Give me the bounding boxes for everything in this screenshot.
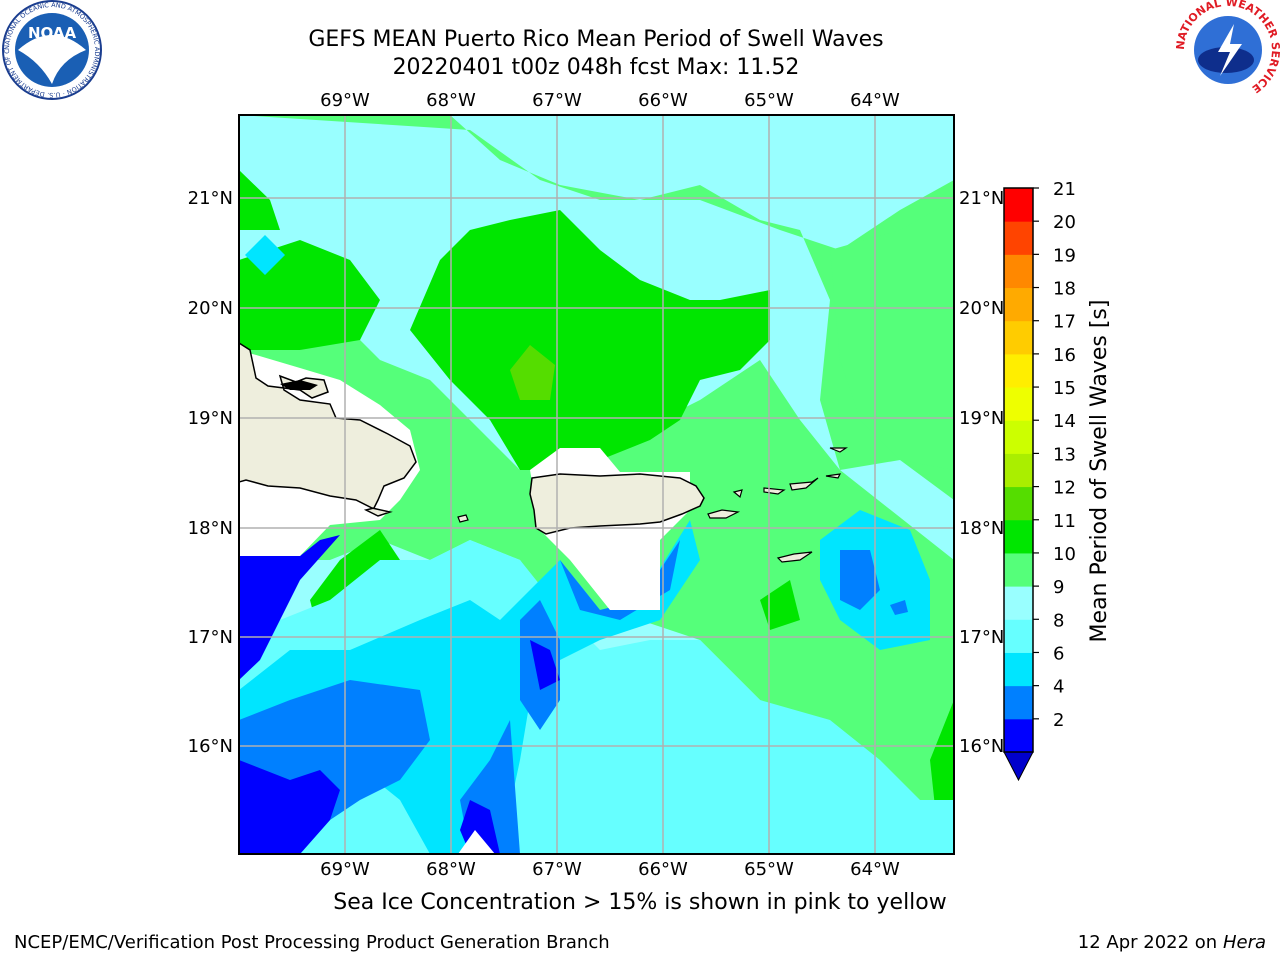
- masked-area-south: [458, 830, 495, 854]
- colorbar-swatch: [1004, 718, 1033, 753]
- lat-label: 18°N: [188, 518, 233, 539]
- lon-label: 68°W: [426, 859, 476, 880]
- colorbar-swatch: [1004, 188, 1033, 222]
- noaa-logo-text: NOAA: [28, 24, 77, 42]
- colorbar-tick-label: 21: [1053, 179, 1076, 200]
- land-vieques: [707, 509, 741, 519]
- lat-label: 17°N: [188, 627, 233, 648]
- footer-producer: NCEP/EMC/Verification Post Processing Pr…: [14, 932, 610, 953]
- lon-label: 68°W: [426, 90, 476, 111]
- colorbar-tick-label: 17: [1053, 312, 1076, 333]
- map-panel: [239, 115, 954, 854]
- colorbar-swatch: [1004, 453, 1033, 488]
- colorbar-tick-label: 14: [1053, 411, 1076, 432]
- swell-field-2-4-southwest: [239, 535, 500, 854]
- colorbar-extend-arrow: [1003, 751, 1034, 782]
- colorbar-swatch: [1004, 685, 1033, 720]
- map-subtitle: 20220401 t00z 048h fcst Max: 11.52: [392, 55, 800, 80]
- lat-labels-right: 21°N 20°N 19°N 18°N 17°N 16°N: [959, 188, 1004, 757]
- lon-label: 67°W: [532, 90, 582, 111]
- colorbar-swatch: [1004, 552, 1033, 587]
- colorbar-tick-label: 11: [1053, 511, 1076, 532]
- lat-label: 20°N: [188, 298, 233, 319]
- colorbar-frame: [1003, 187, 1034, 753]
- swell-field-10-11-core: [410, 210, 770, 470]
- lon-label: 64°W: [850, 90, 900, 111]
- colorbar-tick-label: 4: [1053, 677, 1064, 698]
- lon-label: 65°W: [744, 90, 794, 111]
- colorbar-swatch: [1004, 586, 1033, 620]
- colorbar-swatch: [1004, 486, 1033, 521]
- map-grid: [239, 115, 954, 854]
- colorbar-tick-label: 16: [1053, 345, 1076, 366]
- swell-field-9-10-east: [830, 200, 954, 470]
- map-title: GEFS MEAN Puerto Rico Mean Period of Swe…: [308, 27, 884, 52]
- colorbar-tick-label: 15: [1053, 378, 1076, 399]
- map-border: [238, 114, 955, 855]
- lat-label: 21°N: [188, 188, 233, 209]
- nws-logo: NATIONAL WEATHER SERVICE: [1176, 0, 1280, 99]
- colorbar-swatch: [1004, 353, 1033, 388]
- footer-date-text: 12 Apr 2022 on: [1077, 932, 1223, 953]
- swell-field-10-11-nw: [239, 170, 280, 230]
- lat-label: 17°N: [959, 627, 1004, 648]
- lat-label: 21°N: [959, 188, 1004, 209]
- colorbar-tick-label: 9: [1053, 577, 1064, 598]
- swell-field-4-6-channel: [520, 540, 680, 730]
- lat-label: 19°N: [188, 408, 233, 429]
- colorbar: 21 20 19 18 17 16 15 14 13 12 11 10 9 8 6 4 2: [1003, 179, 1076, 782]
- lon-label: 69°W: [320, 859, 370, 880]
- colorbar-swatch: [1004, 387, 1033, 421]
- lat-label: 16°N: [959, 736, 1004, 757]
- colorbar-swatch: [1004, 519, 1033, 554]
- land-small-isles: [280, 380, 326, 390]
- footer-host: Hera: [1222, 932, 1266, 953]
- swell-field-11-12-patch: [510, 345, 555, 400]
- colorbar-tick-label: 12: [1053, 478, 1076, 499]
- swell-field-6-8-spot: [245, 235, 285, 275]
- lon-label: 67°W: [532, 859, 582, 880]
- sea-ice-note: Sea Ice Concentration > 15% is shown in …: [333, 890, 947, 915]
- colorbar-swatch: [1004, 619, 1033, 653]
- lon-labels-bottom: 69°W 68°W 67°W 66°W 65°W 64°W: [320, 859, 900, 880]
- lat-label: 19°N: [959, 408, 1004, 429]
- colorbar-swatch: [1004, 287, 1033, 322]
- lat-label: 18°N: [959, 518, 1004, 539]
- land-culebra: [732, 489, 743, 499]
- lon-label: 64°W: [850, 859, 900, 880]
- colorbar-swatch: [1004, 221, 1033, 255]
- lon-labels-top: 69°W 68°W 67°W 66°W 65°W 64°W: [320, 90, 900, 111]
- lon-label: 65°W: [744, 859, 794, 880]
- colorbar-tick-label: 10: [1053, 544, 1076, 565]
- lon-label: 66°W: [638, 859, 688, 880]
- colorbar-tick-label: 19: [1053, 245, 1076, 266]
- colorbar-swatch: [1004, 320, 1033, 355]
- swell-field-2-4-channel: [530, 640, 560, 690]
- colorbar-swatch: [1004, 420, 1033, 454]
- land-puerto-rico: [529, 473, 705, 535]
- colorbar-label: Mean Period of Swell Waves [s]: [1087, 300, 1112, 643]
- colorbar-tick-label: 18: [1053, 279, 1076, 300]
- lat-labels-left: 21°N 20°N 19°N 18°N 17°N 16°N: [188, 188, 233, 757]
- land-st-croix: [776, 551, 813, 563]
- land-virgin-islands: [763, 447, 848, 495]
- colorbar-tick-label: 20: [1053, 212, 1076, 233]
- colorbar-swatch: [1004, 254, 1033, 289]
- land-mona-island: [457, 514, 469, 523]
- colorbar-tick-label: 13: [1053, 444, 1076, 465]
- swell-field-4-6-east: [840, 550, 908, 615]
- swell-field-10-11-east: [760, 580, 954, 854]
- colorbar-tick-label: 2: [1053, 710, 1064, 731]
- lat-label: 16°N: [188, 736, 233, 757]
- colorbar-tick-label: 6: [1053, 643, 1064, 664]
- footer-date: 12 Apr 2022 on Hera: [1078, 932, 1266, 953]
- colorbar-swatch: [1004, 652, 1033, 687]
- lon-label: 69°W: [320, 90, 370, 111]
- lat-label: 20°N: [959, 298, 1004, 319]
- land-hispaniola: [239, 342, 417, 517]
- colorbar-tick-label: 8: [1053, 610, 1064, 631]
- noaa-logo: NOAA NATIONAL OCEANIC AND ATMOSPHERIC AD…: [0, 0, 102, 100]
- lon-label: 66°W: [638, 90, 688, 111]
